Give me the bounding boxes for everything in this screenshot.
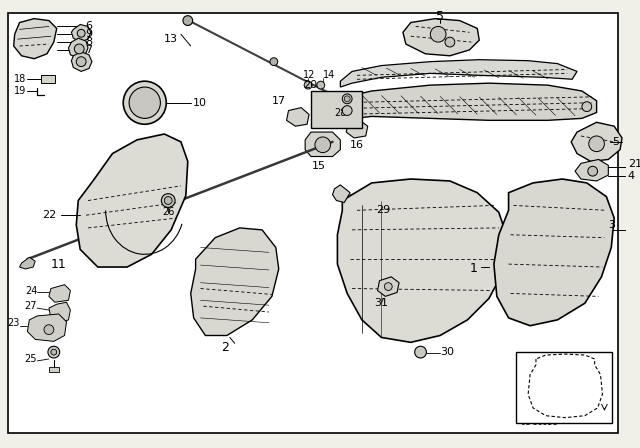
Text: 27: 27 xyxy=(25,301,37,311)
Polygon shape xyxy=(191,228,279,336)
Circle shape xyxy=(304,81,312,89)
Circle shape xyxy=(164,197,172,204)
Circle shape xyxy=(74,44,84,54)
Text: 24: 24 xyxy=(25,285,37,296)
Circle shape xyxy=(415,346,426,358)
Text: 14: 14 xyxy=(323,70,335,80)
Circle shape xyxy=(588,166,598,176)
Text: 15: 15 xyxy=(312,161,326,171)
Text: 3: 3 xyxy=(609,220,615,230)
Text: 12: 12 xyxy=(303,70,316,80)
Text: 10: 10 xyxy=(193,98,207,108)
Circle shape xyxy=(445,37,455,47)
Polygon shape xyxy=(72,52,92,71)
Text: 5: 5 xyxy=(612,137,620,147)
Text: 20: 20 xyxy=(303,80,317,90)
Circle shape xyxy=(129,87,161,118)
Polygon shape xyxy=(571,122,622,161)
Polygon shape xyxy=(287,108,309,126)
Text: 0C-3881C: 0C-3881C xyxy=(520,418,557,426)
Polygon shape xyxy=(321,83,596,122)
Polygon shape xyxy=(305,132,340,156)
Circle shape xyxy=(48,346,60,358)
Polygon shape xyxy=(13,19,57,59)
Text: 13: 13 xyxy=(164,34,178,44)
Bar xyxy=(41,75,55,83)
Polygon shape xyxy=(378,277,399,297)
Polygon shape xyxy=(346,121,368,138)
Text: 29: 29 xyxy=(376,205,391,215)
Circle shape xyxy=(430,26,446,42)
Text: 26: 26 xyxy=(162,207,175,217)
Text: 25: 25 xyxy=(25,354,37,364)
Text: 6: 6 xyxy=(85,22,92,31)
Circle shape xyxy=(124,81,166,124)
Text: 11: 11 xyxy=(51,258,67,271)
Text: 18: 18 xyxy=(13,74,26,84)
Circle shape xyxy=(51,349,57,355)
Text: 1: 1 xyxy=(470,263,477,276)
Text: 7: 7 xyxy=(85,45,92,55)
Circle shape xyxy=(582,102,592,112)
Polygon shape xyxy=(337,179,509,342)
Text: 23: 23 xyxy=(7,318,20,328)
Circle shape xyxy=(77,30,85,37)
Circle shape xyxy=(161,194,175,207)
Polygon shape xyxy=(575,159,609,181)
Circle shape xyxy=(344,96,350,102)
Polygon shape xyxy=(494,179,614,326)
Circle shape xyxy=(342,94,352,103)
Circle shape xyxy=(342,106,352,116)
Bar xyxy=(311,91,362,128)
Text: 19: 19 xyxy=(13,86,26,96)
Text: 31: 31 xyxy=(374,298,388,308)
Text: 22: 22 xyxy=(42,210,57,220)
Polygon shape xyxy=(333,185,350,202)
Bar xyxy=(49,367,59,372)
Text: 21: 21 xyxy=(628,159,640,169)
Polygon shape xyxy=(49,284,70,302)
Circle shape xyxy=(385,283,392,290)
Circle shape xyxy=(183,16,193,26)
Polygon shape xyxy=(340,60,577,87)
Text: 30: 30 xyxy=(440,347,454,357)
Text: 17: 17 xyxy=(272,96,286,106)
Bar xyxy=(516,352,612,422)
Polygon shape xyxy=(68,38,88,58)
Polygon shape xyxy=(28,314,67,341)
Circle shape xyxy=(76,57,86,67)
Text: 4: 4 xyxy=(628,171,635,181)
Text: 2: 2 xyxy=(221,341,229,354)
Text: 8: 8 xyxy=(85,37,92,47)
Polygon shape xyxy=(76,134,188,267)
Circle shape xyxy=(589,136,604,151)
Polygon shape xyxy=(72,25,91,42)
Polygon shape xyxy=(49,302,70,324)
Text: 5: 5 xyxy=(436,10,444,23)
Circle shape xyxy=(315,137,331,153)
Circle shape xyxy=(44,325,54,335)
Polygon shape xyxy=(403,19,479,56)
Text: 28: 28 xyxy=(334,108,346,117)
Circle shape xyxy=(317,81,324,89)
Text: 16: 16 xyxy=(350,140,364,150)
Circle shape xyxy=(270,58,278,65)
Text: 9: 9 xyxy=(85,29,92,39)
Polygon shape xyxy=(20,257,35,269)
